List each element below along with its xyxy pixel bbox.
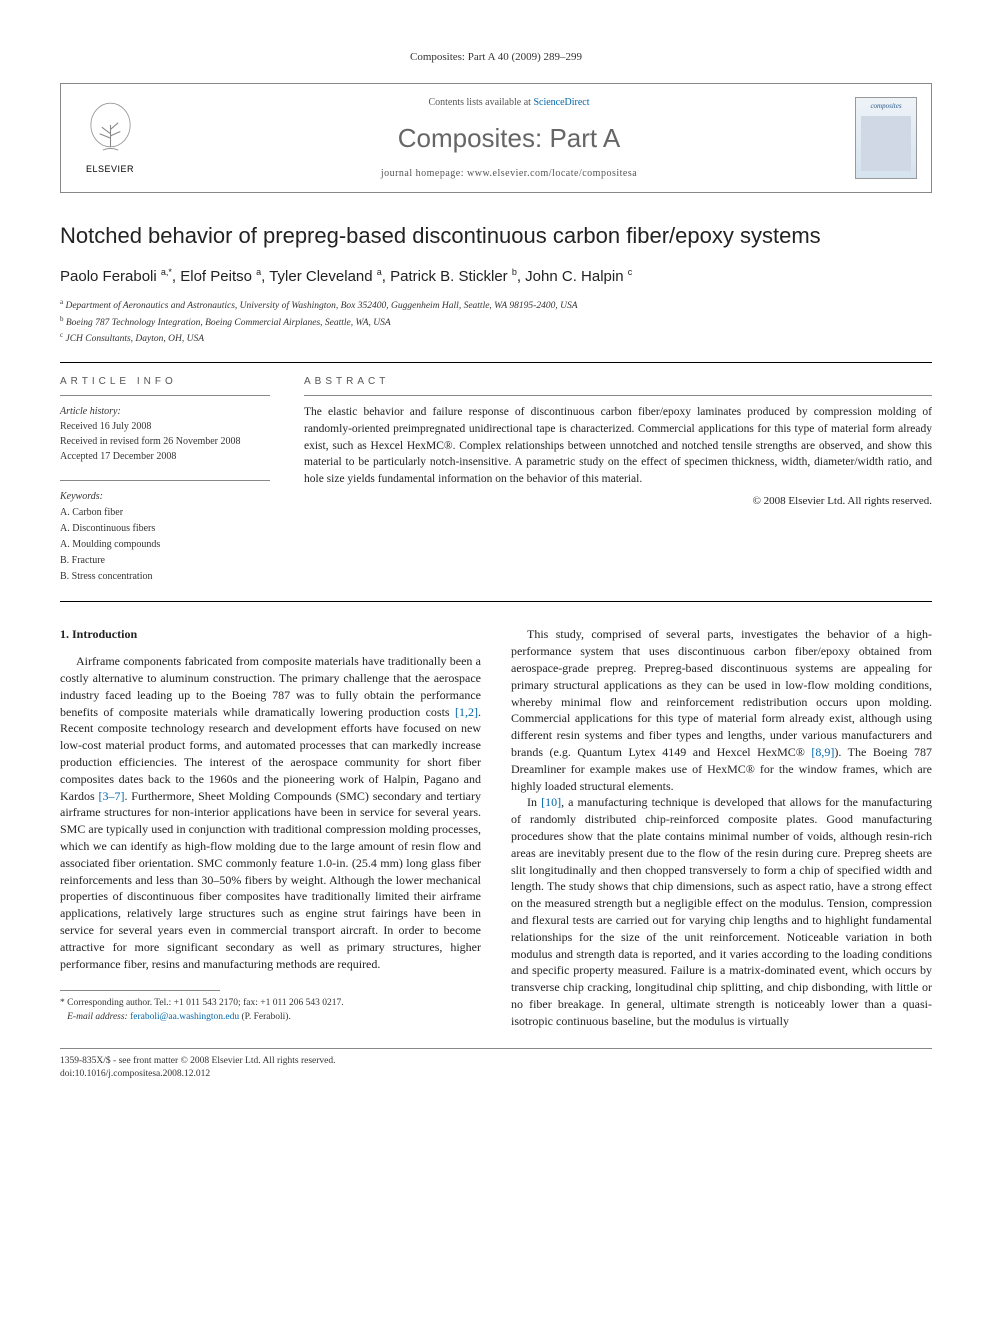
abstract-text: The elastic behavior and failure respons… (304, 404, 932, 487)
journal-title: Composites: Part A (163, 120, 855, 156)
history-received: Received 16 July 2008 (60, 421, 151, 432)
history-heading: Article history: (60, 406, 121, 417)
sciencedirect-link[interactable]: ScienceDirect (533, 97, 589, 108)
citation-ref[interactable]: [3–7] (98, 789, 124, 803)
keyword-item: A. Moulding compounds (60, 539, 160, 550)
paragraph: In [10], a manufacturing technique is de… (511, 794, 932, 1029)
affiliation-line: c JCH Consultants, Dayton, OH, USA (60, 330, 932, 346)
footnote-email-label: E-mail address: (67, 1012, 128, 1022)
journal-cover-thumbnail: composites (855, 97, 917, 179)
history-revised: Received in revised form 26 November 200… (60, 436, 241, 447)
footer-bar: 1359-835X/$ - see front matter © 2008 El… (60, 1048, 932, 1082)
homepage-url[interactable]: www.elsevier.com/locate/compositesa (467, 168, 637, 179)
divider-bottom (60, 601, 932, 602)
body-columns: 1. Introduction Airframe components fabr… (60, 626, 932, 1029)
article-info-label: ARTICLE INFO (60, 375, 270, 389)
citation-ref[interactable]: [10] (541, 795, 561, 809)
footnote-email-suffix: (P. Feraboli). (241, 1012, 290, 1022)
elsevier-tree-icon (83, 101, 138, 161)
footnote-star: * (60, 998, 65, 1008)
abstract-copyright: © 2008 Elsevier Ltd. All rights reserved… (304, 494, 932, 509)
citation-ref[interactable]: [1,2] (455, 705, 478, 719)
journal-header-box: ELSEVIER Contents lists available at Sci… (60, 83, 932, 193)
contents-available-line: Contents lists available at ScienceDirec… (163, 96, 855, 110)
corresponding-author-footnote: * Corresponding author. Tel.: +1 011 543… (60, 997, 481, 1024)
authors-list: Paolo Feraboli a,*, Elof Peitso a, Tyler… (60, 266, 932, 287)
footnote-label: Corresponding author. Tel.: +1 011 543 2… (67, 998, 343, 1008)
paragraph: This study, comprised of several parts, … (511, 626, 932, 794)
elsevier-label: ELSEVIER (86, 163, 134, 176)
paragraph: Airframe components fabricated from comp… (60, 653, 481, 972)
contents-prefix: Contents lists available at (428, 97, 533, 108)
affiliations-block: a Department of Aeronautics and Astronau… (60, 297, 932, 346)
homepage-prefix: journal homepage: (381, 168, 467, 179)
keyword-item: B. Fracture (60, 555, 105, 566)
running-header: Composites: Part A 40 (2009) 289–299 (60, 50, 932, 65)
history-accepted: Accepted 17 December 2008 (60, 451, 176, 462)
divider-abstract (304, 395, 932, 396)
cover-image-placeholder (861, 116, 911, 171)
keyword-item: B. Stress concentration (60, 571, 152, 582)
keyword-item: A. Discontinuous fibers (60, 523, 155, 534)
footer-doi: doi:10.1016/j.compositesa.2008.12.012 (60, 1069, 210, 1079)
article-history: Article history: Received 16 July 2008 R… (60, 404, 270, 464)
affiliation-line: a Department of Aeronautics and Astronau… (60, 297, 932, 313)
divider-keywords (60, 480, 270, 481)
keywords-heading: Keywords: (60, 491, 103, 502)
divider-info (60, 395, 270, 396)
article-title: Notched behavior of prepreg-based discon… (60, 221, 932, 252)
journal-homepage-line: journal homepage: www.elsevier.com/locat… (163, 167, 855, 181)
divider-top (60, 362, 932, 363)
keyword-item: A. Carbon fiber (60, 507, 123, 518)
citation-ref[interactable]: [8,9] (811, 745, 834, 759)
footer-front-matter: 1359-835X/$ - see front matter © 2008 El… (60, 1056, 336, 1066)
cover-label: composites (870, 102, 901, 112)
section-heading-intro: 1. Introduction (60, 626, 481, 643)
footnote-separator (60, 990, 220, 991)
keywords-block: Keywords: A. Carbon fiber A. Discontinuou… (60, 480, 270, 585)
elsevier-logo: ELSEVIER (75, 96, 145, 181)
affiliation-line: b Boeing 787 Technology Integration, Boe… (60, 314, 932, 330)
footnote-email-link[interactable]: feraboli@aa.washington.edu (130, 1012, 239, 1022)
abstract-label: ABSTRACT (304, 375, 932, 389)
